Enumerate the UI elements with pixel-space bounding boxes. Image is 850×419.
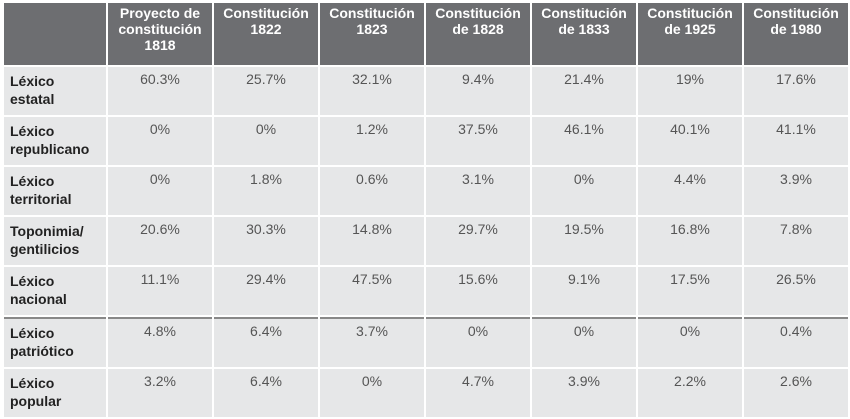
cell: 29.7%: [426, 217, 530, 265]
cell: 11.1%: [108, 267, 212, 315]
cell: 21.4%: [532, 67, 636, 115]
row-label: Toponimia/ gentilicios: [4, 217, 106, 265]
cell: 4.4%: [638, 167, 742, 215]
cell: 0%: [108, 117, 212, 165]
cell: 19%: [638, 67, 742, 115]
cell: 3.2%: [108, 369, 212, 417]
cell: 0.6%: [320, 167, 424, 215]
row-label: Léxico estatal: [4, 67, 106, 115]
row-label: Léxico patriótico: [4, 317, 106, 367]
cell: 47.5%: [320, 267, 424, 315]
column-header: Constitución de 1925: [638, 3, 742, 65]
column-header: Constitución 1823: [320, 3, 424, 65]
cell: 4.8%: [108, 317, 212, 367]
table-row: Léxico republicano 0% 0% 1.2% 37.5% 46.1% 40.1…: [4, 117, 848, 165]
row-label: Léxico territorial: [4, 167, 106, 215]
table-row: Léxico estatal 60.3% 25.7% 32.1% 9.4% 21.4% 19…: [4, 67, 848, 115]
cell: 16.8%: [638, 217, 742, 265]
cell: 40.1%: [638, 117, 742, 165]
row-label: Léxico nacional: [4, 267, 106, 315]
cell: 26.5%: [744, 267, 848, 315]
cell: 0%: [638, 317, 742, 367]
cell: 14.8%: [320, 217, 424, 265]
cell: 3.9%: [744, 167, 848, 215]
cell: 0%: [426, 317, 530, 367]
table-row: Toponimia/ gentilicios 20.6% 30.3% 14.8% 29.…: [4, 217, 848, 265]
cell: 41.1%: [744, 117, 848, 165]
cell: 17.6%: [744, 67, 848, 115]
cell: 0.4%: [744, 317, 848, 367]
cell: 3.7%: [320, 317, 424, 367]
column-header: Constitución de 1833: [532, 3, 636, 65]
cell: 1.2%: [320, 117, 424, 165]
table-body: Léxico estatal 60.3% 25.7% 32.1% 9.4% 21.4% 19…: [4, 67, 848, 417]
cell: 2.2%: [638, 369, 742, 417]
column-header: Proyecto de constitución 1818: [108, 3, 212, 65]
cell: 1.8%: [214, 167, 318, 215]
cell: 0%: [108, 167, 212, 215]
cell: 0%: [532, 167, 636, 215]
table-row: Léxico patriótico 4.8% 6.4% 3.7% 0% 0% 0% 0.4%: [4, 317, 848, 367]
cell: 9.1%: [532, 267, 636, 315]
cell: 3.1%: [426, 167, 530, 215]
column-header: Constitución de 1828: [426, 3, 530, 65]
page: Proyecto de constitución 1818 Constitució…: [4, 3, 848, 417]
cell: 29.4%: [214, 267, 318, 315]
cell: 6.4%: [214, 369, 318, 417]
cell: 60.3%: [108, 67, 212, 115]
cell: 32.1%: [320, 67, 424, 115]
cell: 0%: [320, 369, 424, 417]
cell: 15.6%: [426, 267, 530, 315]
cell: 3.9%: [532, 369, 636, 417]
cell: 20.6%: [108, 217, 212, 265]
cell: 0%: [532, 317, 636, 367]
row-label: Léxico republicano: [4, 117, 106, 165]
cell: 25.7%: [214, 67, 318, 115]
cell: 0%: [214, 117, 318, 165]
cell: 7.8%: [744, 217, 848, 265]
cell: 4.7%: [426, 369, 530, 417]
cell: 30.3%: [214, 217, 318, 265]
cell: 19.5%: [532, 217, 636, 265]
header-row: Proyecto de constitución 1818 Constitució…: [4, 3, 848, 65]
table-row: Léxico territorial 0% 1.8% 0.6% 3.1% 0% 4.4% 3.…: [4, 167, 848, 215]
cell: 37.5%: [426, 117, 530, 165]
column-header: Constitución 1822: [214, 3, 318, 65]
column-header: Constitución de 1980: [744, 3, 848, 65]
cell: 6.4%: [214, 317, 318, 367]
cell: 9.4%: [426, 67, 530, 115]
table-row: Léxico popular 3.2% 6.4% 0% 4.7% 3.9% 2.2% 2.6%: [4, 369, 848, 417]
cell: 2.6%: [744, 369, 848, 417]
cell: 46.1%: [532, 117, 636, 165]
cell: 17.5%: [638, 267, 742, 315]
row-label: Léxico popular: [4, 369, 106, 417]
corner-cell: [4, 3, 106, 65]
table-row: Léxico nacional 11.1% 29.4% 47.5% 15.6% 9.1% 1…: [4, 267, 848, 315]
